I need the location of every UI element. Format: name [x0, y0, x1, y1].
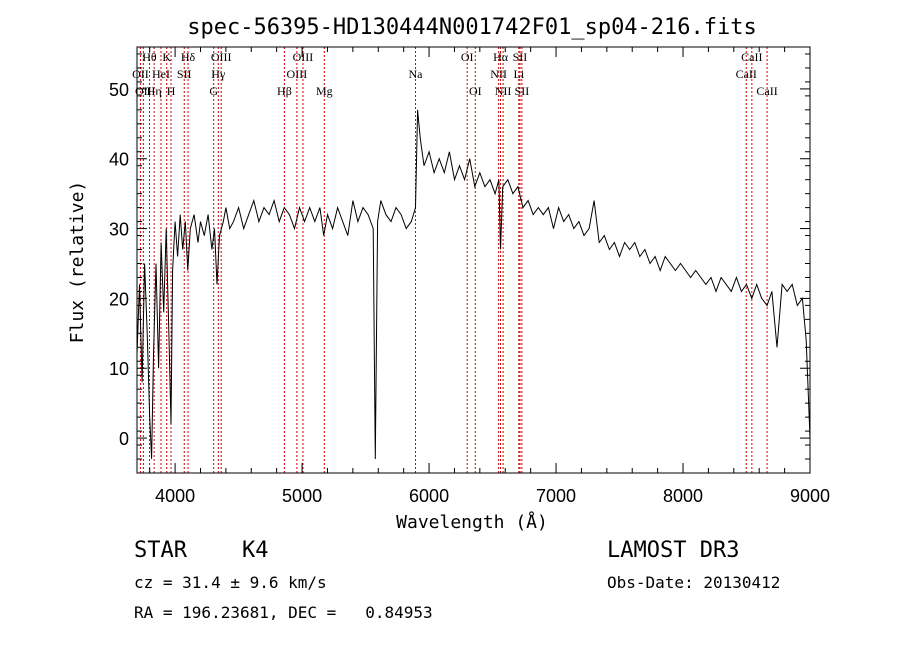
- x-axis-ticks: 4000 5000 6000 7000 8000 9000: [149, 47, 830, 506]
- line-label-0: OII: [132, 67, 149, 81]
- line-label-17: OI: [461, 50, 474, 64]
- line-label-21: NII: [495, 84, 512, 98]
- chart-title: spec-56395-HD130444N001742F01_sp04-216.f…: [187, 15, 757, 40]
- line-label-23: SII: [513, 50, 528, 64]
- x-tick-label-2: 6000: [409, 486, 449, 506]
- x-tick-label-1: 5000: [282, 486, 322, 506]
- y-tick-label-5: 50: [109, 80, 129, 100]
- survey-name: LAMOST DR3: [607, 538, 740, 563]
- line-label-10: Hγ: [211, 67, 226, 81]
- y-axis-ticks: 0 10 20 30 40 50: [109, 53, 810, 474]
- line-label-3: Hη: [147, 84, 162, 98]
- line-label-1: OII: [135, 84, 152, 98]
- spectral-line-labels: OIIOIIHθHηHeIKHSIIHδGHγOIIIHβOIIIOIIIMgN…: [132, 50, 778, 98]
- line-label-22: Li: [513, 67, 524, 81]
- line-label-24: SII: [515, 84, 530, 98]
- line-label-19: NII: [490, 67, 507, 81]
- line-label-13: OIII: [287, 67, 308, 81]
- y-tick-label-3: 30: [109, 220, 129, 240]
- line-label-12: Hβ: [277, 84, 292, 98]
- line-label-4: HeI: [152, 67, 170, 81]
- x-tick-label-3: 7000: [536, 486, 576, 506]
- line-label-27: CaII: [756, 84, 777, 98]
- line-label-11: OIII: [211, 50, 232, 64]
- x-tick-label-4: 8000: [663, 486, 703, 506]
- y-axis-label: Flux (relative): [67, 181, 88, 344]
- line-label-5: K: [162, 50, 171, 64]
- ra-dec-coordinates: RA = 196.23681, DEC = 0.84953: [134, 603, 433, 622]
- plot-frame: [136, 46, 811, 474]
- x-tick-label-5: 9000: [790, 486, 830, 506]
- line-label-26: CaII: [741, 50, 762, 64]
- line-label-25: CaII: [736, 67, 757, 81]
- line-label-16: Na: [408, 67, 423, 81]
- line-label-2: Hθ: [142, 50, 157, 64]
- spectrum-curve: [136, 109, 811, 460]
- y-tick-label-0: 0: [119, 429, 129, 449]
- line-label-6: H: [167, 84, 176, 98]
- object-subclass: K4: [242, 538, 269, 563]
- spectral-line-markers: [139, 47, 768, 473]
- y-tick-label-1: 10: [109, 359, 129, 379]
- y-tick-label-2: 20: [109, 289, 129, 309]
- line-label-18: OI: [469, 84, 482, 98]
- line-label-7: SII: [177, 67, 192, 81]
- observation-date: Obs-Date: 20130412: [607, 573, 781, 592]
- line-label-20: Hα: [493, 50, 509, 64]
- line-label-9: G: [209, 84, 218, 98]
- line-label-8: Hδ: [181, 50, 196, 64]
- y-tick-label-4: 40: [109, 150, 129, 170]
- line-label-15: Mg: [316, 84, 333, 98]
- line-label-14: OIII: [293, 50, 314, 64]
- x-axis-label: Wavelength (Å): [396, 511, 548, 533]
- object-class: STAR: [134, 538, 187, 563]
- x-tick-label-0: 4000: [155, 486, 195, 506]
- redshift-cz: cz = 31.4 ± 9.6 km/s: [134, 573, 327, 592]
